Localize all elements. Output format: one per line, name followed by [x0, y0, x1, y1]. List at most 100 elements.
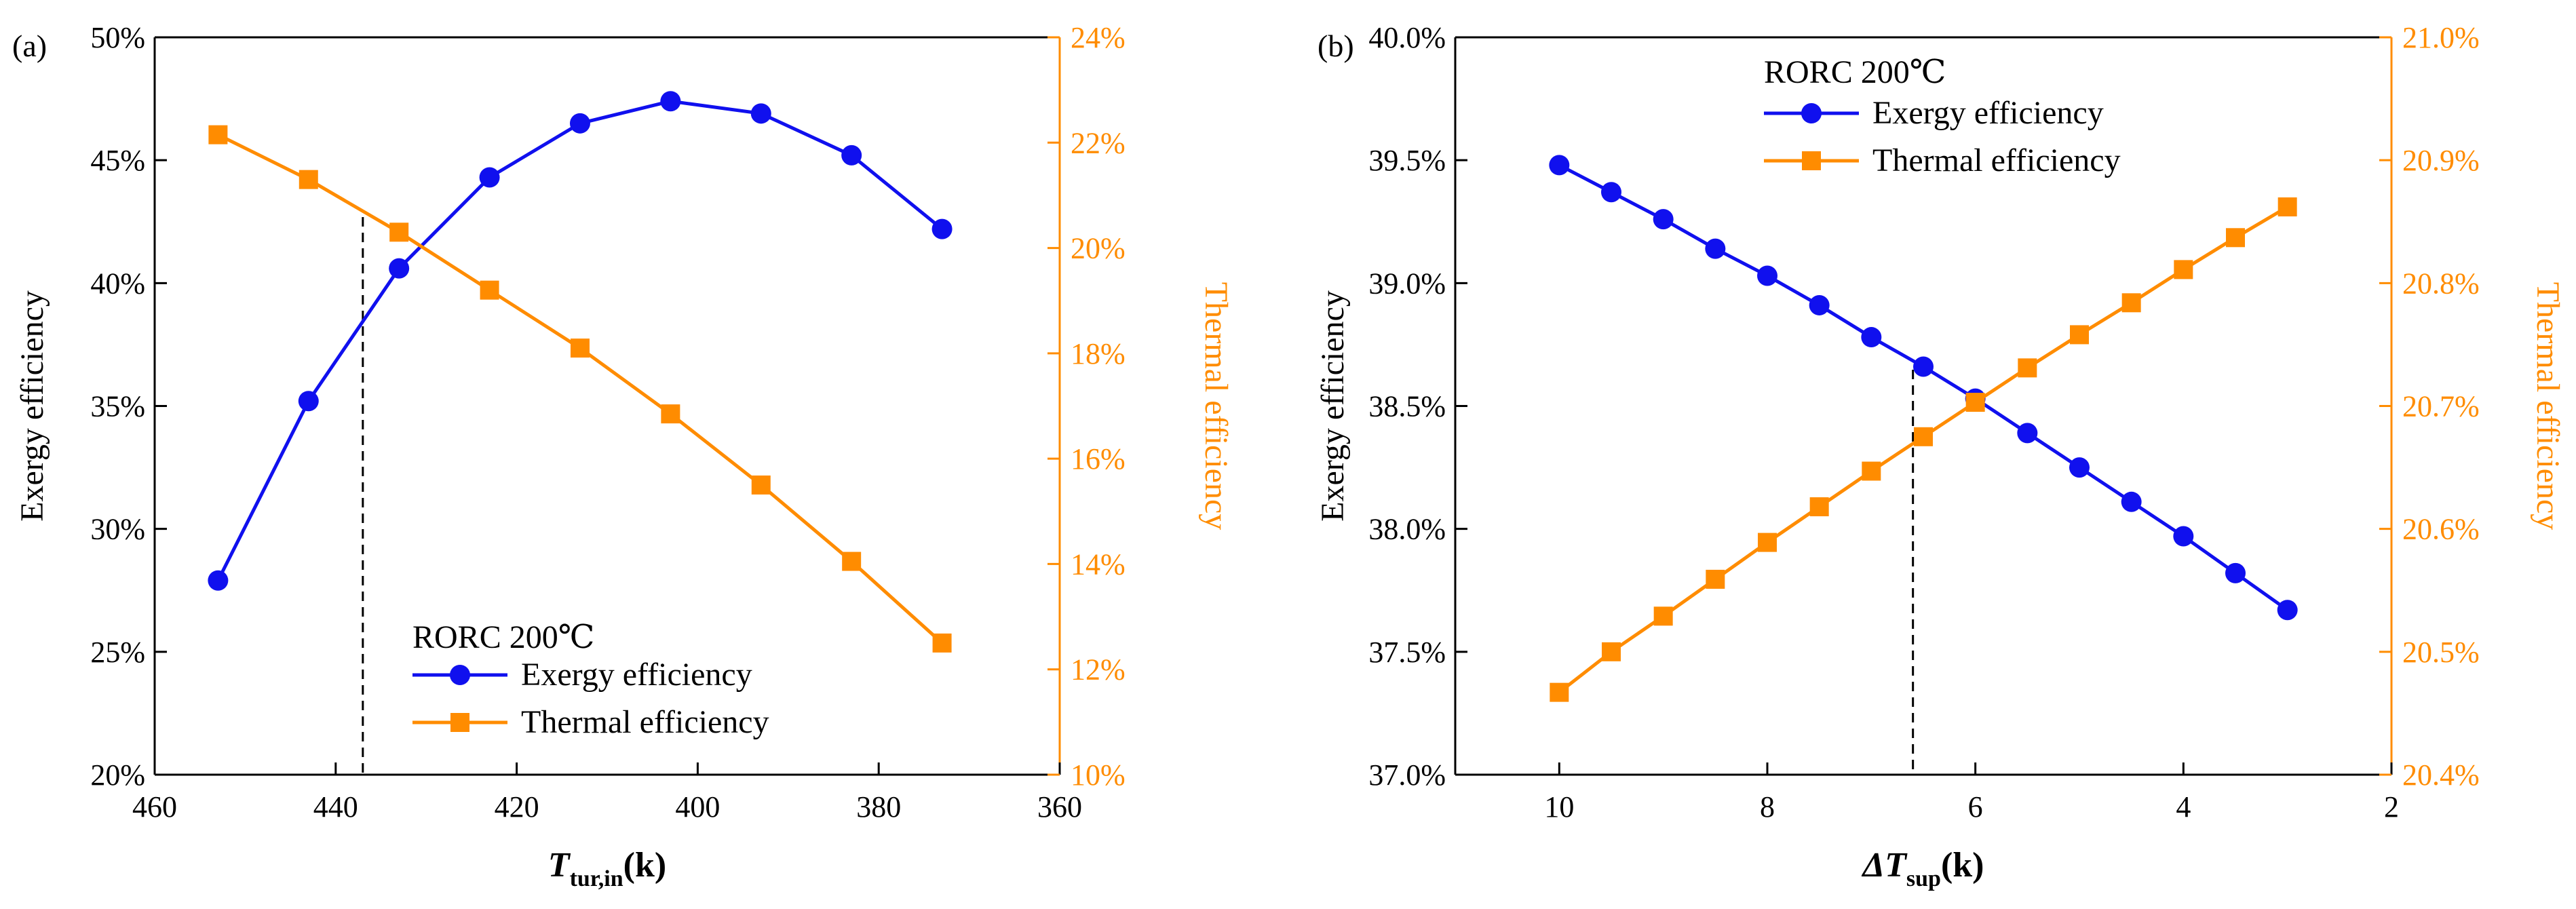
- exergy-data-point: [2173, 526, 2194, 547]
- y-left-tick-label: 25%: [90, 636, 145, 669]
- y-right-tick-label: 20.8%: [2402, 267, 2480, 300]
- exergy-data-point: [2277, 600, 2298, 621]
- y-right-tick-label: 20.6%: [2402, 513, 2480, 546]
- exergy-data-point: [1809, 294, 1830, 315]
- thermal-data-point: [2174, 260, 2193, 279]
- y-right-tick-label: 24%: [1071, 21, 1126, 54]
- thermal-data-point: [1758, 533, 1777, 552]
- exergy-data-point: [1757, 265, 1777, 286]
- x-tick-label: 440: [313, 790, 358, 824]
- legend-exergy-marker: [1801, 103, 1822, 123]
- thermal-data-point: [661, 404, 680, 424]
- exergy-data-point: [931, 218, 953, 239]
- thermal-data-point: [299, 170, 318, 189]
- y-right-axis-title: Thermal efficiency: [1198, 282, 1234, 530]
- thermal-data-point: [208, 125, 228, 144]
- x-axis-title-symbol: ΔT: [1862, 846, 1908, 885]
- exergy-data-point: [1913, 356, 1934, 377]
- x-axis-title-symbol: T: [548, 846, 571, 885]
- y-right-tick-label: 21.0%: [2402, 21, 2480, 54]
- thermal-data-point: [2070, 325, 2089, 345]
- legend-title: RORC 200℃: [1764, 54, 1946, 90]
- exergy-data-point: [569, 113, 590, 134]
- legend-exergy-label: Exergy efficiency: [521, 657, 752, 693]
- exergy-data-point: [1705, 238, 1726, 259]
- y-left-axis-title: Exergy efficiency: [1315, 290, 1351, 522]
- thermal-data-point: [570, 339, 590, 358]
- legend-exergy-label: Exergy efficiency: [1872, 95, 2104, 131]
- y-left-axis-title: Exergy efficiency: [14, 290, 50, 522]
- legend-thermal-label: Thermal efficiency: [1872, 142, 2121, 178]
- y-right-tick-label: 16%: [1071, 442, 1126, 476]
- y-left-tick-label: 35%: [90, 390, 145, 423]
- y-left-tick-label: 50%: [90, 21, 145, 54]
- thermal-data-point: [2226, 228, 2245, 248]
- y-right-tick-label: 10%: [1071, 758, 1126, 792]
- thermal-data-point: [932, 633, 952, 653]
- panel-label: (b): [1318, 28, 1354, 63]
- exergy-data-point: [479, 167, 500, 188]
- exergy-data-point: [2121, 491, 2142, 512]
- x-tick-label: 420: [495, 790, 539, 824]
- thermal-data-point: [1809, 497, 1829, 517]
- thermal-data-point: [480, 280, 499, 300]
- exergy-data-point: [841, 144, 862, 166]
- x-tick-label: 4: [2176, 790, 2191, 824]
- thermal-data-point: [751, 475, 771, 495]
- x-tick-label: 380: [856, 790, 901, 824]
- x-tick-label: 6: [1968, 790, 1983, 824]
- y-left-tick-label: 45%: [90, 144, 145, 177]
- exergy-data-point: [1861, 327, 1882, 348]
- y-right-tick-label: 20.7%: [2402, 390, 2480, 423]
- thermal-data-point: [2277, 197, 2297, 217]
- x-tick-label: 360: [1037, 790, 1082, 824]
- exergy-data-point: [2069, 457, 2090, 478]
- legend-thermal-marker: [450, 713, 469, 732]
- x-axis-title: ΔTsup(k): [1862, 846, 1984, 891]
- y-left-tick-label: 20%: [90, 758, 145, 792]
- x-axis-title-subscript: sup: [1906, 866, 1941, 891]
- legend-exergy-marker: [450, 665, 470, 685]
- exergy-data-point: [1549, 155, 1570, 176]
- thermal-data-point: [1602, 642, 1621, 661]
- y-left-tick-label: 38.0%: [1368, 513, 1446, 546]
- y-left-tick-label: 37.0%: [1368, 758, 1446, 792]
- exergy-data-point: [2017, 423, 2038, 444]
- thermal-series-line: [217, 133, 944, 644]
- y-left-tick-label: 39.0%: [1368, 267, 1446, 300]
- x-tick-label: 400: [675, 790, 720, 824]
- exergy-data-point: [660, 91, 681, 112]
- thermal-data-point: [2018, 358, 2037, 378]
- y-left-tick-label: 39.5%: [1368, 144, 1446, 177]
- legend-thermal-marker: [1802, 151, 1821, 170]
- thermal-data-point: [389, 223, 409, 242]
- x-axis-title: Ttur,in(k): [548, 846, 666, 891]
- exergy-data-point: [208, 570, 229, 591]
- y-right-tick-label: 12%: [1071, 653, 1126, 686]
- exergy-data-point: [2225, 562, 2246, 583]
- exergy-data-point: [750, 103, 771, 124]
- y-right-tick-label: 20.4%: [2402, 758, 2480, 792]
- thermal-data-point: [1914, 427, 1933, 446]
- y-right-axis-title: Thermal efficiency: [2530, 282, 2566, 530]
- y-left-tick-label: 30%: [90, 513, 145, 546]
- y-right-tick-label: 20%: [1071, 232, 1126, 265]
- y-left-tick-label: 38.5%: [1368, 390, 1446, 423]
- x-tick-label: 2: [2384, 790, 2399, 824]
- thermal-data-point: [842, 552, 862, 571]
- legend-title: RORC 200℃: [412, 619, 594, 655]
- y-right-tick-label: 20.5%: [2402, 636, 2480, 669]
- thermal-data-point: [1862, 461, 1881, 481]
- thermal-data-point: [1965, 393, 1985, 412]
- y-left-tick-label: 40%: [90, 267, 145, 300]
- x-tick-label: 460: [132, 790, 177, 824]
- x-axis-title-unit: (k): [623, 846, 667, 885]
- chart-panel-b: (b) 10 8 6 4 2 37.0% 37.5% 38.0% 38.5% 39.0% 39.5% 4…: [1315, 21, 2566, 891]
- chart-panel-a: (a) 460 440 420 400 380 360 20% 25% 30% 35% 40% 45% 5…: [12, 21, 1234, 891]
- exergy-data-point: [1601, 182, 1621, 203]
- y-right-tick-label: 14%: [1071, 547, 1126, 581]
- thermal-data-point: [1550, 682, 1569, 702]
- exergy-data-point: [389, 258, 410, 279]
- x-tick-label: 8: [1760, 790, 1775, 824]
